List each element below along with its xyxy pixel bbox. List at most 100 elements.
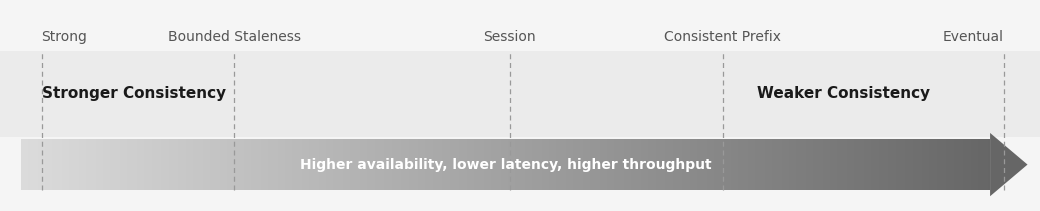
- Polygon shape: [94, 139, 96, 190]
- Polygon shape: [866, 139, 869, 190]
- Polygon shape: [934, 139, 937, 190]
- Polygon shape: [602, 139, 605, 190]
- Polygon shape: [588, 139, 591, 190]
- Polygon shape: [636, 139, 639, 190]
- Polygon shape: [489, 139, 491, 190]
- Polygon shape: [697, 139, 699, 190]
- Polygon shape: [280, 139, 283, 190]
- Polygon shape: [278, 139, 280, 190]
- Polygon shape: [309, 139, 312, 190]
- Polygon shape: [389, 139, 391, 190]
- Polygon shape: [607, 139, 609, 190]
- Text: Higher availability, lower latency, higher throughput: Higher availability, lower latency, high…: [300, 158, 711, 172]
- Polygon shape: [505, 139, 508, 190]
- Polygon shape: [872, 139, 874, 190]
- Polygon shape: [862, 139, 864, 190]
- Polygon shape: [21, 139, 23, 190]
- Polygon shape: [334, 139, 336, 190]
- Polygon shape: [789, 139, 791, 190]
- Polygon shape: [675, 139, 677, 190]
- Polygon shape: [62, 139, 64, 190]
- Polygon shape: [976, 139, 978, 190]
- Polygon shape: [96, 139, 99, 190]
- Polygon shape: [263, 139, 265, 190]
- Polygon shape: [176, 139, 178, 190]
- Polygon shape: [797, 139, 799, 190]
- Polygon shape: [757, 139, 760, 190]
- Polygon shape: [844, 139, 848, 190]
- Polygon shape: [733, 139, 735, 190]
- Polygon shape: [941, 139, 944, 190]
- Polygon shape: [239, 139, 241, 190]
- Polygon shape: [70, 139, 72, 190]
- Polygon shape: [547, 139, 549, 190]
- Polygon shape: [192, 139, 196, 190]
- Polygon shape: [350, 139, 353, 190]
- Polygon shape: [830, 139, 833, 190]
- Polygon shape: [84, 139, 86, 190]
- Polygon shape: [813, 139, 815, 190]
- Polygon shape: [673, 139, 675, 190]
- Polygon shape: [948, 139, 952, 190]
- Polygon shape: [307, 139, 309, 190]
- Polygon shape: [128, 139, 130, 190]
- Polygon shape: [217, 139, 219, 190]
- Polygon shape: [704, 139, 706, 190]
- Polygon shape: [413, 139, 416, 190]
- Polygon shape: [764, 139, 768, 190]
- Polygon shape: [978, 139, 981, 190]
- Polygon shape: [617, 139, 620, 190]
- Polygon shape: [558, 139, 562, 190]
- Polygon shape: [954, 139, 956, 190]
- Polygon shape: [828, 139, 830, 190]
- Polygon shape: [748, 139, 750, 190]
- Polygon shape: [874, 139, 876, 190]
- Polygon shape: [449, 139, 452, 190]
- Polygon shape: [726, 139, 728, 190]
- Polygon shape: [92, 139, 94, 190]
- Polygon shape: [782, 139, 784, 190]
- Polygon shape: [794, 139, 797, 190]
- Polygon shape: [864, 139, 866, 190]
- Polygon shape: [174, 139, 176, 190]
- Polygon shape: [626, 139, 629, 190]
- Polygon shape: [163, 139, 166, 190]
- Polygon shape: [985, 139, 988, 190]
- Polygon shape: [901, 139, 903, 190]
- Polygon shape: [88, 139, 92, 190]
- Polygon shape: [200, 139, 203, 190]
- Polygon shape: [81, 139, 84, 190]
- Polygon shape: [433, 139, 435, 190]
- Polygon shape: [139, 139, 141, 190]
- Polygon shape: [699, 139, 702, 190]
- Polygon shape: [387, 139, 389, 190]
- Polygon shape: [219, 139, 222, 190]
- Polygon shape: [130, 139, 132, 190]
- Polygon shape: [52, 139, 55, 190]
- Polygon shape: [123, 139, 125, 190]
- Polygon shape: [711, 139, 713, 190]
- Polygon shape: [525, 139, 527, 190]
- Polygon shape: [631, 139, 633, 190]
- Polygon shape: [305, 139, 307, 190]
- Polygon shape: [768, 139, 770, 190]
- Polygon shape: [520, 139, 522, 190]
- Polygon shape: [791, 139, 794, 190]
- Polygon shape: [542, 139, 544, 190]
- Polygon shape: [118, 139, 121, 190]
- Polygon shape: [159, 139, 161, 190]
- Polygon shape: [932, 139, 934, 190]
- Polygon shape: [348, 139, 350, 190]
- Polygon shape: [915, 139, 917, 190]
- Polygon shape: [261, 139, 263, 190]
- Polygon shape: [598, 139, 600, 190]
- Polygon shape: [353, 139, 356, 190]
- Polygon shape: [952, 139, 954, 190]
- Polygon shape: [753, 139, 755, 190]
- Polygon shape: [356, 139, 358, 190]
- Polygon shape: [859, 139, 862, 190]
- Polygon shape: [474, 139, 476, 190]
- Polygon shape: [963, 139, 966, 190]
- Polygon shape: [566, 139, 569, 190]
- Polygon shape: [457, 139, 460, 190]
